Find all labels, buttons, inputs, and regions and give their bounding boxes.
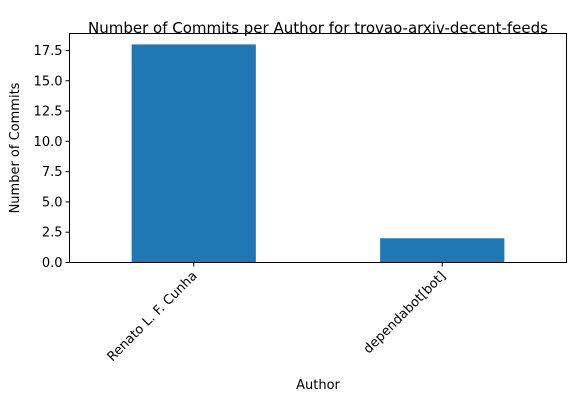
- chart-title: Number of Commits per Author for trovao-…: [88, 19, 548, 37]
- y-tick-label: 10.0: [34, 135, 63, 150]
- plot-frame: [69, 33, 567, 263]
- x-tick-label: Renato L. F. Cunha: [105, 269, 201, 365]
- bar-0: [131, 44, 256, 263]
- y-axis-label: Number of Commits: [8, 82, 23, 213]
- y-tick-label: 0.0: [42, 256, 63, 271]
- bar-1: [380, 238, 505, 263]
- y-tick-label: 12.5: [34, 105, 63, 120]
- x-axis: Renato L. F. Cunha dependabot[bot]: [105, 262, 449, 365]
- y-axis: 0.0 2.5 5.0 7.5 10.0 12.5 15.0 17.5: [34, 44, 70, 271]
- y-tick-label: 5.0: [42, 195, 63, 210]
- x-axis-label: Author: [296, 378, 340, 393]
- y-tick-label: 17.5: [34, 44, 63, 59]
- bars-group: [131, 44, 505, 263]
- y-tick-label: 15.0: [34, 74, 63, 89]
- x-tick-label: dependabot[bot]: [361, 269, 449, 357]
- y-tick-label: 2.5: [42, 226, 63, 241]
- y-tick-label: 7.5: [42, 165, 63, 180]
